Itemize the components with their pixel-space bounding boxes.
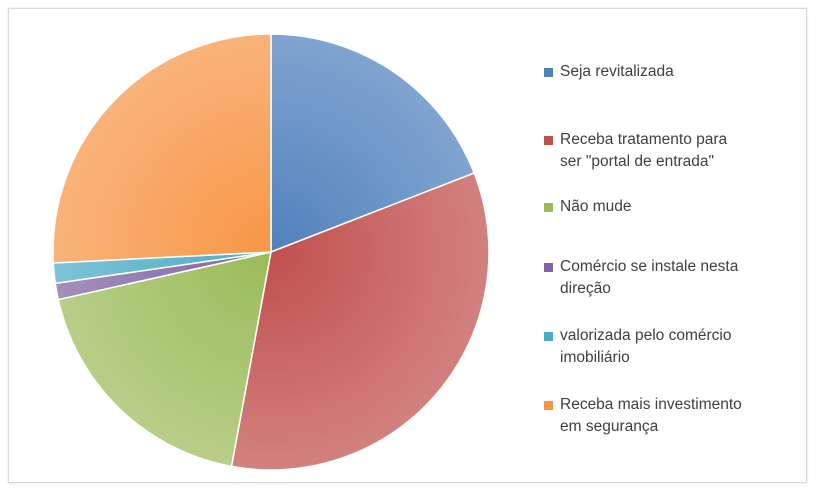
legend-swatch-icon [544, 401, 553, 410]
legend-swatch-icon [544, 68, 553, 77]
legend-item-seja-revitalizada: Seja revitalizada [544, 61, 814, 83]
legend-label: Receba mais investimento em segurança [560, 396, 742, 435]
chart-frame: Seja revitalizada Receba tratamento para… [8, 8, 807, 483]
pie-slice-3 [57, 251, 272, 468]
pie-slice-6 [52, 33, 272, 264]
legend-swatch-icon [544, 136, 553, 145]
legend-item-nao-mude: Não mude [544, 196, 814, 218]
legend-label: valorizada pelo comércio imobiliário [560, 327, 732, 366]
pie-chart [52, 33, 490, 471]
legend-item-comercio-se-instale: Comércio se instale nesta direção [544, 256, 814, 300]
legend-label: Seja revitalizada [560, 63, 674, 80]
legend-label: Não mude [560, 198, 632, 215]
legend-label: Receba tratamento para ser "portal de en… [560, 131, 728, 170]
pie-slice-1 [270, 33, 476, 254]
legend-swatch-icon [544, 203, 553, 212]
pie-slice-2 [230, 172, 490, 471]
legend-item-portal-de-entrada: Receba tratamento para ser "portal de en… [544, 129, 814, 173]
legend-label: Comércio se instale nesta direção [560, 258, 739, 297]
legend-item-investimento-seguranca: Receba mais investimento em segurança [544, 394, 814, 438]
legend-swatch-icon [544, 263, 553, 272]
legend-item-valorizada: valorizada pelo comércio imobiliário [544, 325, 814, 369]
legend-swatch-icon [544, 332, 553, 341]
